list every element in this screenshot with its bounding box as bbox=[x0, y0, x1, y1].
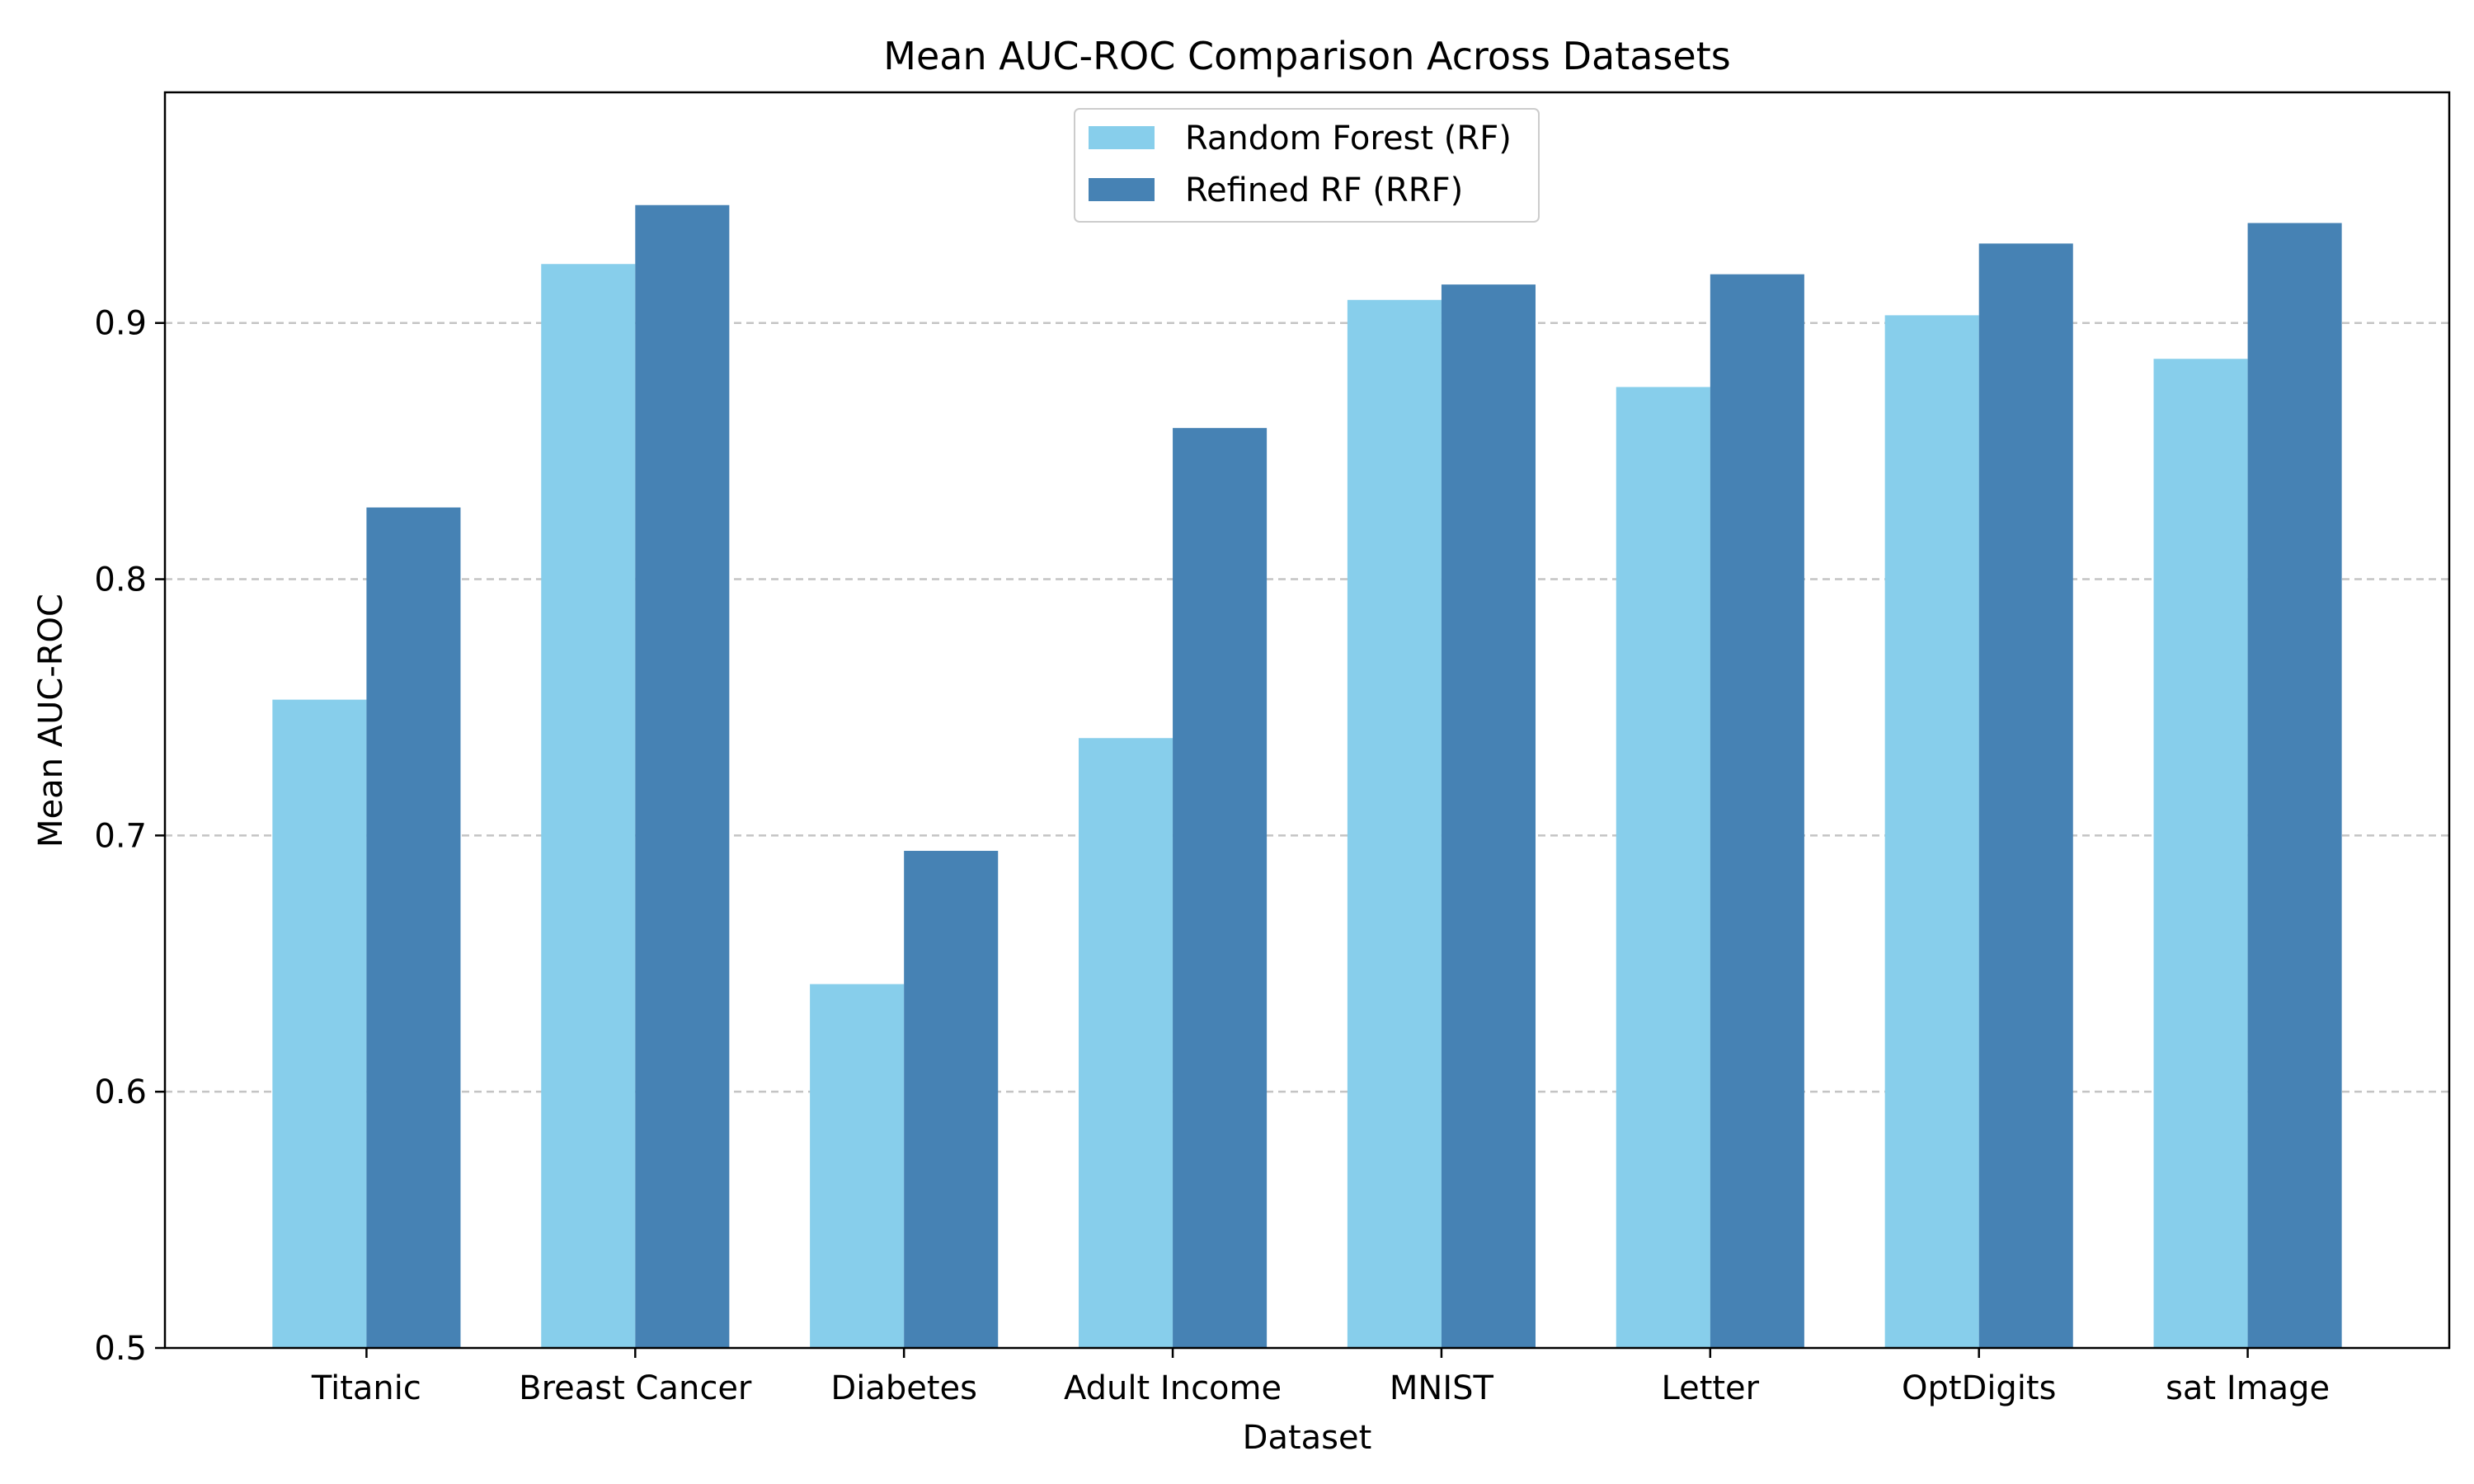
legend-label-rrf: Refined RF (RRF) bbox=[1185, 171, 1463, 209]
bar-rrf-breast-cancer bbox=[635, 204, 730, 1349]
bar-rf-adult-income bbox=[1079, 738, 1174, 1348]
bar-rf-titanic bbox=[272, 699, 367, 1348]
x-tick-label-sat-image: sat Image bbox=[2166, 1369, 2330, 1407]
bar-series bbox=[272, 204, 2342, 1349]
y-tick-label: 0.7 bbox=[94, 817, 147, 855]
x-tick-label-optdigits: OptDigits bbox=[1902, 1369, 2057, 1407]
legend: Random Forest (RF) Refined RF (RRF) bbox=[1074, 108, 1540, 223]
legend-swatch-rf bbox=[1089, 126, 1155, 149]
bar-rf-letter bbox=[1616, 387, 1710, 1349]
bar-rrf-sat-image bbox=[2247, 223, 2342, 1348]
y-tick-label: 0.5 bbox=[94, 1330, 147, 1368]
x-tick-label-adult-income: Adult Income bbox=[1064, 1369, 1282, 1407]
bar-rrf-adult-income bbox=[1173, 428, 1268, 1348]
y-tick-label: 0.9 bbox=[94, 305, 147, 343]
y-axis-label: Mean AUC-ROC bbox=[32, 594, 70, 848]
bar-rf-mnist bbox=[1347, 299, 1442, 1348]
bar-rf-diabetes bbox=[810, 984, 905, 1348]
x-tick-label-breast-cancer: Breast Cancer bbox=[519, 1369, 752, 1407]
bar-rf-breast-cancer bbox=[541, 264, 636, 1348]
bar-rf-sat-image bbox=[2153, 359, 2248, 1348]
x-tick-label-diabetes: Diabetes bbox=[830, 1369, 977, 1407]
bar-rrf-mnist bbox=[1441, 284, 1536, 1348]
legend-box bbox=[1074, 108, 1540, 223]
y-tick-label: 0.8 bbox=[94, 561, 147, 599]
grid-lines bbox=[165, 322, 2449, 1093]
x-axis-label: Dataset bbox=[1243, 1419, 1372, 1457]
bar-rrf-letter bbox=[1710, 274, 1804, 1349]
y-tick-label: 0.6 bbox=[94, 1073, 147, 1111]
x-tick-label-letter: Letter bbox=[1662, 1369, 1760, 1407]
bar-rf-optdigits bbox=[1884, 315, 1979, 1349]
x-axis-ticks: Titanic Breast Cancer Diabetes Adult Income… bbox=[311, 1348, 2330, 1407]
chart-title: Mean AUC-ROC Comparison Across Datasets bbox=[883, 34, 1730, 78]
bar-rrf-optdigits bbox=[1978, 243, 2073, 1349]
bar-rrf-diabetes bbox=[904, 851, 999, 1348]
bar-rrf-titanic bbox=[366, 507, 461, 1348]
legend-swatch-rrf bbox=[1089, 178, 1155, 201]
x-tick-label-titanic: Titanic bbox=[311, 1369, 421, 1407]
x-tick-label-mnist: MNIST bbox=[1390, 1369, 1494, 1407]
y-axis-ticks: 0.5 0.6 0.7 0.8 0.9 bbox=[94, 305, 165, 1368]
plot-area-frame bbox=[163, 91, 2451, 1350]
legend-label-rf: Random Forest (RF) bbox=[1185, 120, 1512, 157]
